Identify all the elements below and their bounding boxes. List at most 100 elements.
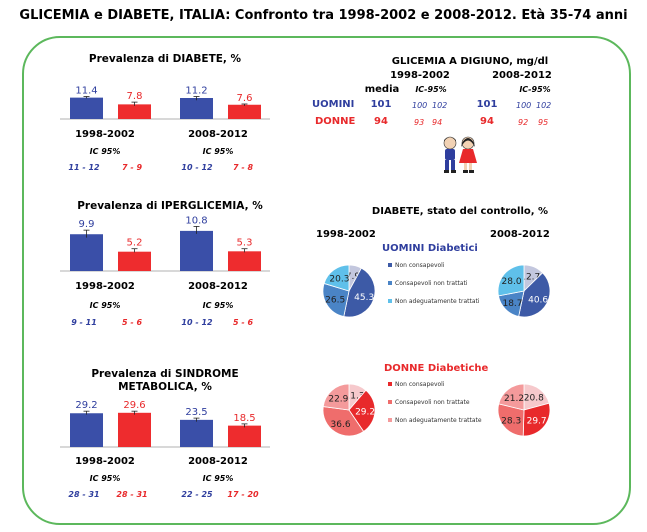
ic-value: 100 [516, 101, 532, 110]
glicemia-period: 2008-2012 [492, 70, 552, 81]
pie-value-label: 29.2 [355, 407, 375, 417]
pie-value-label: 12.7 [520, 273, 540, 283]
pie-value-label: 26.5 [325, 296, 345, 306]
chart-diabete: 11.4 7.8 11.2 7.6 [60, 86, 270, 120]
pie-value-label: 45.3 [354, 293, 374, 303]
pie-slice [522, 402, 550, 437]
period-label: 1998-2002 [75, 281, 135, 292]
bar-value-label: 11.2 [185, 86, 207, 97]
ic-label: IC 95% [202, 301, 234, 310]
ic-range-men: 28 - 31 [68, 490, 100, 499]
bar-value-label: 23.5 [185, 407, 207, 418]
legend-swatch [388, 281, 392, 285]
legend-swatch [388, 418, 392, 422]
bar-value-label: 10.8 [185, 215, 207, 226]
bar [70, 413, 103, 447]
bar-value-label: 5.3 [237, 238, 253, 249]
children-illustration [443, 136, 477, 173]
pie-period: 2008-2012 [490, 229, 550, 240]
pie-slice [322, 383, 350, 411]
ic-range-women: 5 - 6 [232, 318, 254, 327]
pie-value-label: 36.6 [331, 420, 351, 430]
row-label-donne: DONNE [315, 116, 356, 127]
green-frame [22, 36, 631, 525]
ic-value: 94 [432, 118, 443, 127]
pie-men-title: UOMINI Diabetici [382, 243, 478, 254]
pie-slice [322, 282, 350, 317]
pie-value-label: 29.7 [527, 416, 547, 426]
pie-section-title: DIABETE, stato del controllo, % [371, 206, 549, 217]
ic-range-men: 10 - 12 [181, 163, 213, 172]
pie-slice [322, 406, 365, 437]
ic-value: 102 [432, 101, 448, 110]
bar-value-label: 9.9 [79, 219, 95, 230]
col-media: media [364, 84, 400, 95]
ic-range-men: 9 - 11 [71, 318, 97, 327]
bar [180, 419, 213, 447]
chart-sindrome-title-2: METABOLICA, % [118, 381, 212, 393]
ic-range-women: 7 - 9 [121, 163, 143, 172]
chart-sindrome: 29.2 29.6 23.5 18.5 [60, 400, 270, 448]
pie-women-chart: 11.3 29.2 36.6 22.9 20.8 29.7 28.3 21.2 Non cons… [322, 381, 550, 437]
period-label: 2008-2012 [188, 129, 248, 140]
ic-value: 102 [536, 101, 552, 110]
glicemia-title: GLICEMIA A DIGIUNO, mg/dl [391, 56, 549, 67]
ic-value: 95 [538, 118, 549, 127]
bar-value-label: 7.8 [127, 91, 143, 102]
ic-label: IC 95% [202, 474, 234, 483]
ic-range-women: 17 - 20 [227, 490, 259, 499]
main-title: GLICEMIA e DIABETE, ITALIA: Confronto tr… [19, 8, 628, 23]
chart-iperglicemia: 9.9 5.2 10.8 5.3 [60, 215, 270, 272]
bar-value-label: 11.4 [75, 86, 97, 97]
bar [118, 251, 151, 271]
media-value: 94 [480, 116, 494, 127]
pie-value-label: 7.9 [346, 272, 361, 282]
legend-label: Non adeguatamente trattati [395, 298, 480, 305]
ic-range-men: 22 - 25 [181, 490, 213, 499]
glicemia-period: 1998-2002 [390, 70, 450, 81]
legend-swatch [388, 263, 392, 267]
pie-value-label: 28.0 [502, 277, 522, 287]
bar [180, 98, 213, 119]
ic-range-women: 28 - 31 [116, 490, 148, 499]
bar [118, 104, 151, 119]
period-label: 2008-2012 [188, 281, 248, 292]
media-value: 101 [476, 99, 498, 110]
pie-slice [518, 272, 550, 318]
pie-value-label: 40.6 [528, 295, 548, 305]
pie-value-label: 22.9 [328, 394, 348, 404]
media-value: 101 [370, 99, 392, 110]
chart-sindrome-title: Prevalenza di SINDROME [91, 368, 239, 380]
bar [118, 412, 151, 447]
pie-value-label: 20.8 [524, 394, 544, 404]
bar-value-label: 5.2 [127, 238, 143, 249]
pie-value-label: 20.3 [329, 275, 349, 285]
pie-slice [323, 264, 350, 292]
pie-women-title: DONNE Diabetiche [384, 363, 489, 374]
ic-range-women: 5 - 6 [121, 318, 143, 327]
legend-label: Non consapevoli [395, 262, 445, 269]
girl-icon [459, 136, 477, 173]
chart-iperglicemia-title: Prevalenza di IPERGLICEMIA, % [77, 200, 263, 212]
legend-label: Non consapevoli [395, 381, 445, 388]
legend-label: Consapevoli non trattate [395, 399, 470, 406]
ic-label: IC 95% [89, 147, 121, 156]
legend-label: Non adeguatamente trattate [395, 417, 482, 424]
legend-swatch [388, 382, 392, 386]
ic-range-men: 10 - 12 [181, 318, 213, 327]
ic-label: IC 95% [202, 147, 234, 156]
ic-label: IC 95% [89, 301, 121, 310]
bar [70, 97, 103, 119]
bar [70, 234, 103, 271]
bar [228, 104, 261, 119]
ic-range-women: 7 - 8 [232, 163, 254, 172]
media-value: 94 [374, 116, 388, 127]
pie-slice [497, 264, 525, 297]
ic-value: 100 [412, 101, 428, 110]
chart-diabete-title: Prevalenza di DIABETE, % [88, 53, 242, 65]
bar-value-label: 29.2 [75, 400, 97, 411]
bar-value-label: 29.6 [123, 400, 145, 411]
pie-men-chart: 7.9 45.3 26.5 20.3 12.7 40.6 18.7 28.0 Non consa… [322, 262, 550, 318]
period-label: 2008-2012 [188, 456, 248, 467]
period-label: 1998-2002 [75, 129, 135, 140]
